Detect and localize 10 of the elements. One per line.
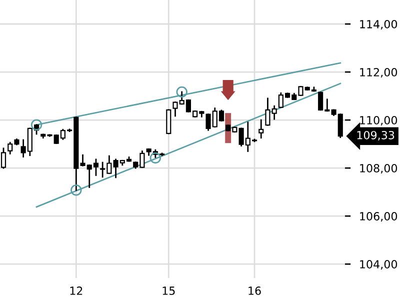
- y-tick-label: 104,00: [360, 260, 398, 270]
- text: 109,33: [357, 130, 394, 140]
- x-tick-label: 15: [162, 286, 175, 295]
- y-tick-label: 108,00: [360, 164, 398, 174]
- x-tick-label: 16: [248, 286, 261, 295]
- x-tick-label: 12: [70, 286, 82, 295]
- y-tick-label: 114,00: [360, 20, 398, 30]
- y-tick-label: 110,00: [360, 116, 398, 126]
- y-tick-label: 106,00: [360, 212, 398, 222]
- y-tick-label: 112,00: [360, 68, 398, 78]
